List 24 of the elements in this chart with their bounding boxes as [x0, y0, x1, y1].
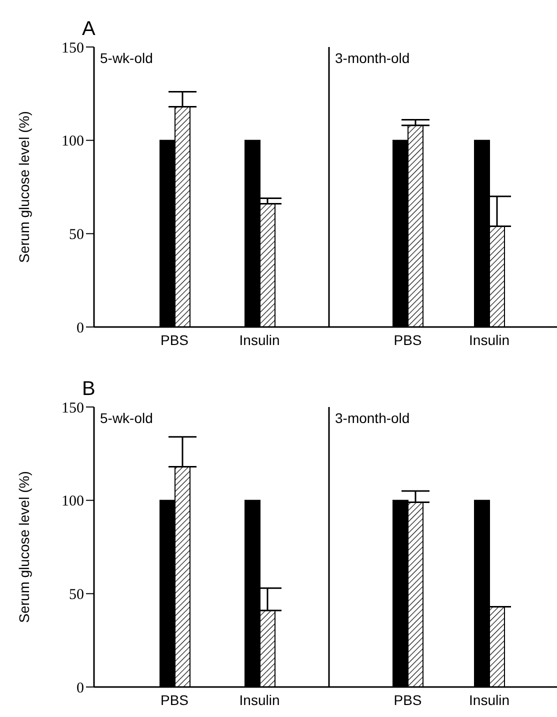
- chart-subtitle: 3-month-old: [335, 50, 410, 66]
- y-tick-label: 100: [62, 134, 84, 150]
- chart-subtitle: 5-wk-old: [100, 410, 153, 426]
- x-tick-label: Insulin: [469, 692, 510, 708]
- x-tick-label: Insulin: [469, 332, 510, 348]
- y-axis-title: Serum glucose level (%): [16, 471, 32, 623]
- chart-subtitle: 3-month-old: [335, 410, 410, 426]
- chart-title: A: [82, 18, 96, 41]
- x-tick-label: Insulin: [239, 692, 280, 708]
- y-tick-label: 150: [62, 400, 84, 416]
- chart-subtitle: 5-wk-old: [100, 50, 153, 66]
- x-tick-label: PBS: [394, 332, 422, 348]
- x-tick-label: PBS: [394, 692, 422, 708]
- x-tick-label: PBS: [160, 332, 189, 348]
- chart-title: B: [82, 378, 96, 401]
- x-tick-label: PBS: [160, 692, 189, 708]
- y-axis-title: Serum glucose level (%): [16, 111, 32, 263]
- y-tick-label: 50: [69, 226, 84, 243]
- y-tick-label: 100: [62, 494, 84, 510]
- x-tick-label: Insulin: [239, 332, 280, 348]
- y-tick-label: 0: [76, 680, 84, 696]
- y-tick-label: 0: [76, 320, 84, 336]
- y-tick-label: 150: [62, 40, 84, 56]
- y-tick-label: 50: [69, 586, 84, 603]
